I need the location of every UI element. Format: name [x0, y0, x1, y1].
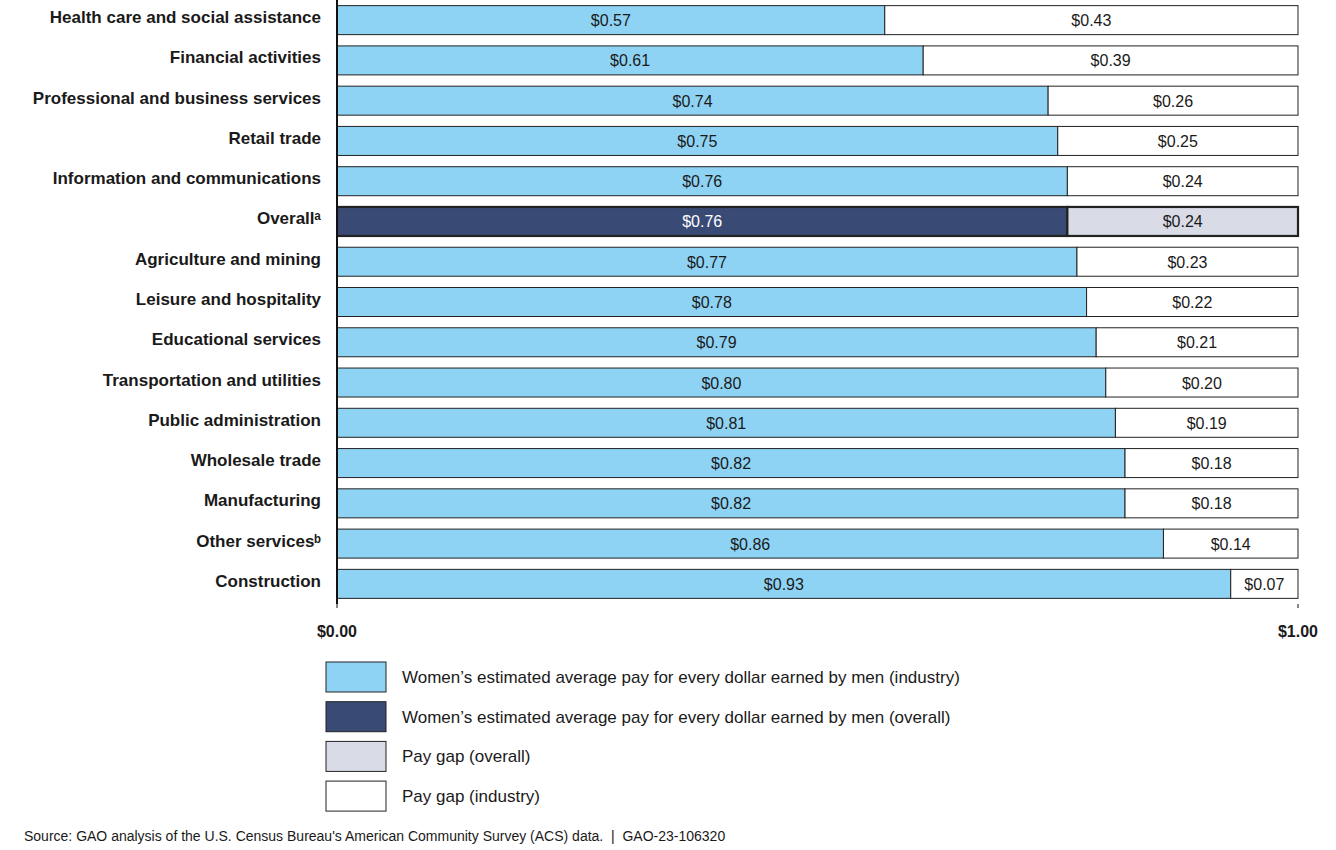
category-label: Construction [215, 572, 321, 591]
data-label: $0.26 [1153, 93, 1193, 110]
data-label: $0.76 [682, 173, 722, 190]
category-label: Transportation and utilities [103, 371, 321, 390]
category-label: Health care and social assistance [50, 8, 321, 27]
bar-segment [337, 207, 1067, 236]
data-label: $0.25 [1158, 133, 1198, 150]
bar-segment [337, 167, 1067, 196]
data-labels: $0.57 $0.61 $0.74 $0.75 $0.76 $0.77 $0.78 $0.79… [591, 12, 1285, 593]
category-label: Agriculture and mining [135, 250, 321, 269]
category-label: Manufacturing [204, 491, 321, 510]
bar-segment [1163, 529, 1298, 558]
bar-segment [1087, 288, 1298, 317]
data-label: $0.23 [1167, 254, 1207, 271]
data-label: $0.78 [692, 294, 732, 311]
category-label: Overallᵃ [257, 209, 322, 228]
data-label: $0.19 [1187, 415, 1227, 432]
bar-segment [1067, 207, 1298, 236]
data-label: $0.43 [1071, 12, 1111, 29]
bar-segment [1125, 489, 1298, 518]
category-label: Leisure and hospitality [136, 290, 322, 309]
bar-segment [1077, 247, 1298, 276]
category-label: Retail trade [228, 129, 321, 148]
category-label: Information and communications [53, 169, 321, 188]
tick-label: $0.00 [317, 623, 357, 640]
data-label: $0.20 [1182, 375, 1222, 392]
bars [337, 6, 1298, 599]
data-label: $0.93 [764, 576, 804, 593]
data-label: $0.14 [1211, 536, 1251, 553]
bar-segment [1106, 368, 1298, 397]
legend-swatch [326, 741, 386, 771]
tick-label: $1.00 [1278, 623, 1318, 640]
bar-segment [337, 328, 1096, 357]
axis-line [336, 0, 338, 604]
tick-mark [337, 604, 338, 608]
data-label: $0.74 [673, 93, 713, 110]
data-label: $0.24 [1163, 213, 1203, 230]
bar-segment [337, 247, 1077, 276]
bar-segment [1058, 126, 1298, 155]
data-label: $0.79 [697, 334, 737, 351]
data-label: $0.39 [1091, 52, 1131, 69]
source-note: Source: GAO analysis of the U.S. Census … [24, 828, 725, 844]
data-label: $0.57 [591, 12, 631, 29]
legend: Women’s estimated average pay for every … [326, 662, 960, 811]
legend-swatch [326, 662, 386, 692]
data-label: $0.82 [711, 455, 751, 472]
data-label: $0.76 [682, 213, 722, 230]
bar-segment [1231, 569, 1298, 598]
bar-segment [337, 126, 1058, 155]
data-label: $0.07 [1244, 576, 1284, 593]
legend-label: Women’s estimated average pay for every … [402, 708, 950, 727]
bar-segment [1096, 328, 1298, 357]
bar-segment [337, 6, 885, 35]
legend-label: Pay gap (overall) [402, 747, 531, 766]
legend-swatch [326, 702, 386, 732]
bar-segment [337, 529, 1163, 558]
data-label: $0.86 [730, 536, 770, 553]
category-label: Public administration [148, 411, 321, 430]
category-label: Financial activities [170, 48, 321, 67]
bar-segment [337, 288, 1087, 317]
bar-segment [1125, 449, 1298, 478]
legend-label: Women’s estimated average pay for every … [402, 668, 960, 687]
bar-segment [337, 449, 1125, 478]
data-label: $0.24 [1163, 173, 1203, 190]
category-label: Educational services [152, 330, 321, 349]
legend-label: Pay gap (industry) [402, 787, 540, 806]
bar-segment [1067, 167, 1298, 196]
bar-segment [337, 368, 1106, 397]
bar-segment [337, 86, 1048, 115]
bar-segment [1048, 86, 1298, 115]
bar-segment [337, 489, 1125, 518]
category-label: Wholesale trade [191, 451, 321, 470]
data-label: $0.21 [1177, 334, 1217, 351]
data-label: $0.80 [701, 375, 741, 392]
tick-mark [1298, 604, 1299, 608]
bar-segment [923, 46, 1298, 75]
bar-segment [885, 6, 1298, 35]
data-label: $0.61 [610, 52, 650, 69]
data-label: $0.18 [1191, 495, 1231, 512]
bar-segment [337, 408, 1115, 437]
data-label: $0.75 [677, 133, 717, 150]
data-label: $0.82 [711, 495, 751, 512]
data-label: $0.81 [706, 415, 746, 432]
category-label: Professional and business services [33, 89, 321, 108]
legend-swatch [326, 781, 386, 811]
data-label: $0.77 [687, 254, 727, 271]
bar-segment [337, 46, 923, 75]
chart: $0.57 $0.61 $0.74 $0.75 $0.76 $0.77 $0.78 $0.79… [0, 0, 1336, 850]
data-label: $0.22 [1172, 294, 1212, 311]
data-label: $0.18 [1191, 455, 1231, 472]
bar-segment [1115, 408, 1298, 437]
bar-segment [337, 569, 1231, 598]
category-label: Other servicesᵇ [196, 532, 321, 551]
